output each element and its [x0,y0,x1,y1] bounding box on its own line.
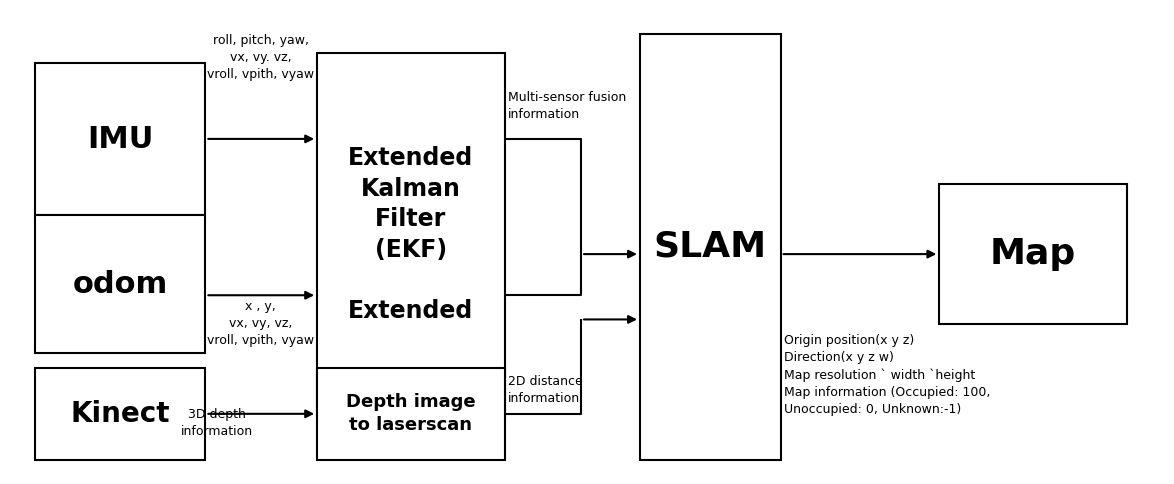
Text: Origin position(x y z)
Direction(x y z w)
Map resolution ` width `height
Map inf: Origin position(x y z) Direction(x y z w… [784,334,991,416]
Text: SLAM: SLAM [654,230,767,264]
Bar [317,53,505,416]
Text: Extended
Kalman
Filter
(EKF)

Extended: Extended Kalman Filter (EKF) Extended [349,146,473,323]
Bar [35,368,205,460]
Text: Multi-sensor fusion
information: Multi-sensor fusion information [508,91,627,121]
Bar [640,34,781,460]
Text: 2D distance
information: 2D distance information [508,375,583,405]
Text: Depth image
to laserscan: Depth image to laserscan [346,393,475,434]
Bar [35,63,205,215]
Bar [317,368,505,460]
Text: roll, pitch, yaw,
vx, vy. vz,
vroll, vpith, vyaw: roll, pitch, yaw, vx, vy. vz, vroll, vpi… [207,34,315,81]
Text: Kinect: Kinect [70,400,170,428]
Bar [939,184,1127,324]
Text: x , y,
vx, vy, vz,
vroll, vpith, vyaw: x , y, vx, vy, vz, vroll, vpith, vyaw [207,300,315,347]
Bar [35,215,205,353]
Text: odom: odom [73,270,168,299]
Text: 3D depth
information: 3D depth information [181,408,254,438]
Text: Map: Map [990,237,1077,271]
Text: IMU: IMU [87,125,154,153]
